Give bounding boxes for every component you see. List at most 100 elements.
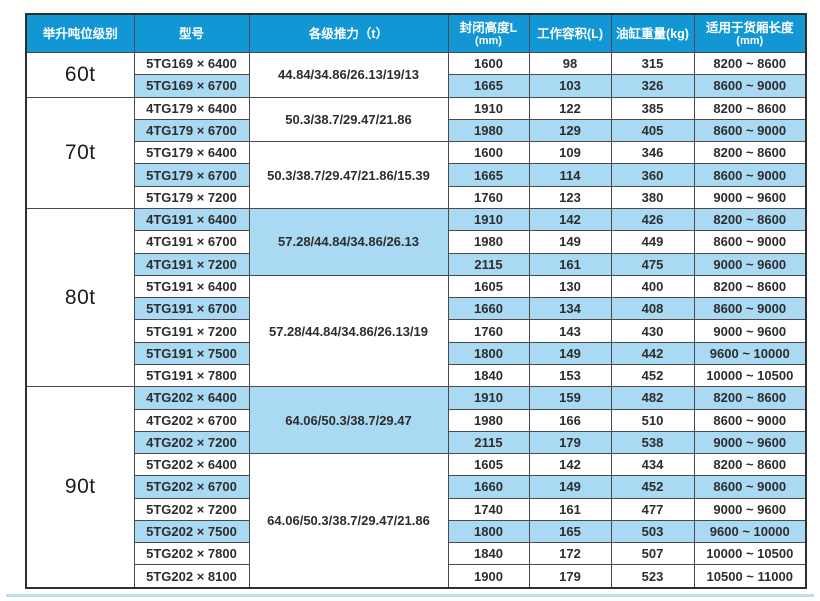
closed-height-cell: 1660 (447, 297, 530, 321)
closed-height-cell: 1980 (447, 230, 530, 254)
closed-height-cell: 1600 (447, 51, 530, 76)
thrust-stages-cell: 57.28/44.84/34.86/26.13/19 (248, 274, 449, 388)
working-volume-cell: 149 (528, 475, 612, 499)
cylinder-weight-cell: 360 (610, 163, 695, 187)
table-row: 4TG202 × 7200 2115 179 538 9000 ~ 9600 (26, 430, 807, 455)
box-length-range-cell: 8600 ~ 9000 (693, 163, 807, 187)
model-cell: 5TG191 × 7500 (133, 341, 250, 365)
thrust-stages-cell: 57.28/44.84/34.86/26.13 (248, 207, 449, 276)
table-row: 5TG202 × 8100 1900 179 523 10500 ~ 11000 (26, 564, 807, 589)
cylinder-weight-cell: 315 (610, 51, 695, 76)
table-row: 5TG191 × 7500 1800 149 442 9600 ~ 10000 (26, 341, 807, 365)
box-length-range-cell: 8200 ~ 8600 (693, 274, 807, 299)
table-row: 5TG191 × 6400 57.28/44.84/34.86/26.13/19 1… (26, 274, 807, 388)
table-row: 5TG202 × 7500 1800 165 503 9600 ~ 10000 (26, 519, 807, 544)
working-volume-cell: 179 (528, 564, 612, 589)
cylinder-weight-cell: 385 (610, 96, 695, 120)
model-cell: 5TG169 × 6700 (133, 74, 250, 98)
working-volume-cell: 149 (528, 230, 612, 254)
box-length-range-cell: 8200 ~ 8600 (693, 141, 807, 165)
box-length-range-cell: 9000 ~ 9600 (693, 430, 807, 455)
model-cell: 5TG191 × 6400 (133, 274, 250, 299)
cylinder-weight-cell: 538 (610, 430, 695, 455)
closed-height-cell: 1740 (447, 497, 530, 521)
model-cell: 4TG179 × 6400 (133, 96, 250, 120)
box-length-range-cell: 8200 ~ 8600 (693, 207, 807, 232)
working-volume-cell: 114 (528, 163, 612, 187)
model-cell: 5TG202 × 6400 (133, 453, 250, 477)
cylinder-weight-cell: 449 (610, 230, 695, 254)
closed-height-cell: 1800 (447, 341, 530, 365)
thrust-stages-cell: 44.84/34.86/26.13/19/13 (248, 52, 449, 98)
model-cell: 4TG179 × 6700 (133, 118, 250, 143)
spec-table: 举升吨位级别 型号 各级推力（t） 封闭高度L (mm) 工作容积(L) 油缸重量(kg) 适… (25, 13, 807, 589)
cylinder-weight-cell: 430 (610, 319, 695, 343)
table-row: 5TG179 × 6400 50.3/38.7/29.47/21.86/15.39… (26, 141, 807, 209)
model-cell: 5TG202 × 7200 (133, 497, 250, 521)
cylinder-weight-cell: 452 (610, 475, 695, 499)
column-header-unit: (mm) (475, 34, 502, 47)
closed-height-cell: 1840 (447, 363, 530, 388)
model-cell: 5TG191 × 7200 (133, 319, 250, 343)
closed-height-cell: 1910 (447, 207, 530, 232)
table-row: 4TG202 × 6700 1980 166 510 8600 ~ 9000 (26, 408, 807, 432)
table-row: 60t 5TG169 × 6400 44.84/34.86/26.13/19/13 1… (25, 51, 807, 98)
closed-height-cell: 1980 (447, 408, 530, 432)
table-row: 4TG191 × 6700 1980 149 449 8600 ~ 9000 (26, 230, 807, 254)
tonnage-class-cell: 60t (25, 52, 135, 98)
working-volume-cell: 143 (528, 319, 612, 343)
working-volume-cell: 161 (528, 497, 612, 521)
working-volume-cell: 153 (528, 363, 612, 388)
cylinder-weight-cell: 482 (610, 386, 695, 410)
closed-height-cell: 1760 (447, 185, 530, 209)
column-header-3: 封闭高度L (mm) (447, 13, 530, 53)
cylinder-weight-cell: 452 (610, 363, 695, 388)
closed-height-cell: 1980 (447, 118, 530, 143)
closed-height-cell: 1910 (447, 386, 530, 410)
working-volume-cell: 129 (528, 118, 612, 143)
cylinder-weight-cell: 434 (610, 453, 695, 477)
spec-table-body: 60t 5TG169 × 6400 44.84/34.86/26.13/19/13 1… (25, 51, 807, 589)
table-row: 5TG202 × 6400 64.06/50.3/38.7/29.47/21.86… (26, 453, 807, 589)
working-volume-cell: 142 (528, 207, 612, 232)
cylinder-weight-cell: 507 (610, 542, 695, 566)
box-length-range-cell: 9000 ~ 9600 (693, 319, 807, 343)
cylinder-weight-cell: 346 (610, 141, 695, 165)
table-row: 70t 4TG179 × 6400 50.3/38.7/29.47/21.86 191… (25, 96, 807, 209)
column-header-label: 型号 (178, 26, 204, 41)
column-header-label: 举升吨位级别 (42, 26, 118, 41)
table-row: 5TG191 × 6700 1660 134 408 8600 ~ 9000 (26, 297, 807, 321)
table-row: 80t 4TG191 × 6400 57.28/44.84/34.86/26.13 1… (25, 207, 807, 388)
box-length-range-cell: 9000 ~ 9600 (693, 185, 807, 209)
box-length-range-cell: 9600 ~ 10000 (693, 519, 807, 544)
cylinder-weight-cell: 442 (610, 341, 695, 365)
box-length-range-cell: 8200 ~ 8600 (693, 96, 807, 120)
column-header-unit: (mm) (736, 34, 764, 47)
cylinder-weight-cell: 405 (610, 118, 695, 143)
cylinder-weight-cell: 503 (610, 519, 695, 544)
working-volume-cell: 149 (528, 341, 612, 365)
tonnage-class-cell: 80t (25, 207, 135, 388)
closed-height-cell: 2115 (447, 430, 530, 455)
box-length-range-cell: 8200 ~ 8600 (693, 51, 807, 76)
model-cell: 5TG202 × 7800 (133, 542, 250, 566)
working-volume-cell: 130 (528, 274, 612, 299)
column-header-1: 型号 (133, 13, 250, 53)
cylinder-weight-cell: 523 (610, 564, 695, 589)
box-length-range-cell: 9600 ~ 10000 (693, 341, 807, 365)
column-header-6: 适用于货厢长度 (mm) (693, 13, 807, 53)
table-row: 4TG179 × 6700 1980 129 405 8600 ~ 9000 (26, 118, 807, 143)
table-row: 5TG179 × 6700 1665 114 360 8600 ~ 9000 (26, 163, 807, 187)
box-length-range-cell: 8600 ~ 9000 (693, 408, 807, 432)
table-row: 4TG191 × 7200 2115 161 475 9000 ~ 9600 (26, 252, 807, 276)
box-length-range-cell: 10000 ~ 10500 (693, 363, 807, 388)
thrust-stages-cell: 64.06/50.3/38.7/29.47/21.86 (248, 453, 449, 589)
tonnage-class-cell: 90t (25, 386, 135, 589)
bottom-accent-rule (6, 594, 814, 597)
closed-height-cell: 1660 (447, 475, 530, 499)
thrust-stages-cell: 50.3/38.7/29.47/21.86 (248, 96, 449, 143)
tonnage-class-cell: 70t (25, 96, 135, 209)
model-cell: 5TG179 × 7200 (133, 185, 250, 209)
box-length-range-cell: 9000 ~ 9600 (693, 497, 807, 521)
